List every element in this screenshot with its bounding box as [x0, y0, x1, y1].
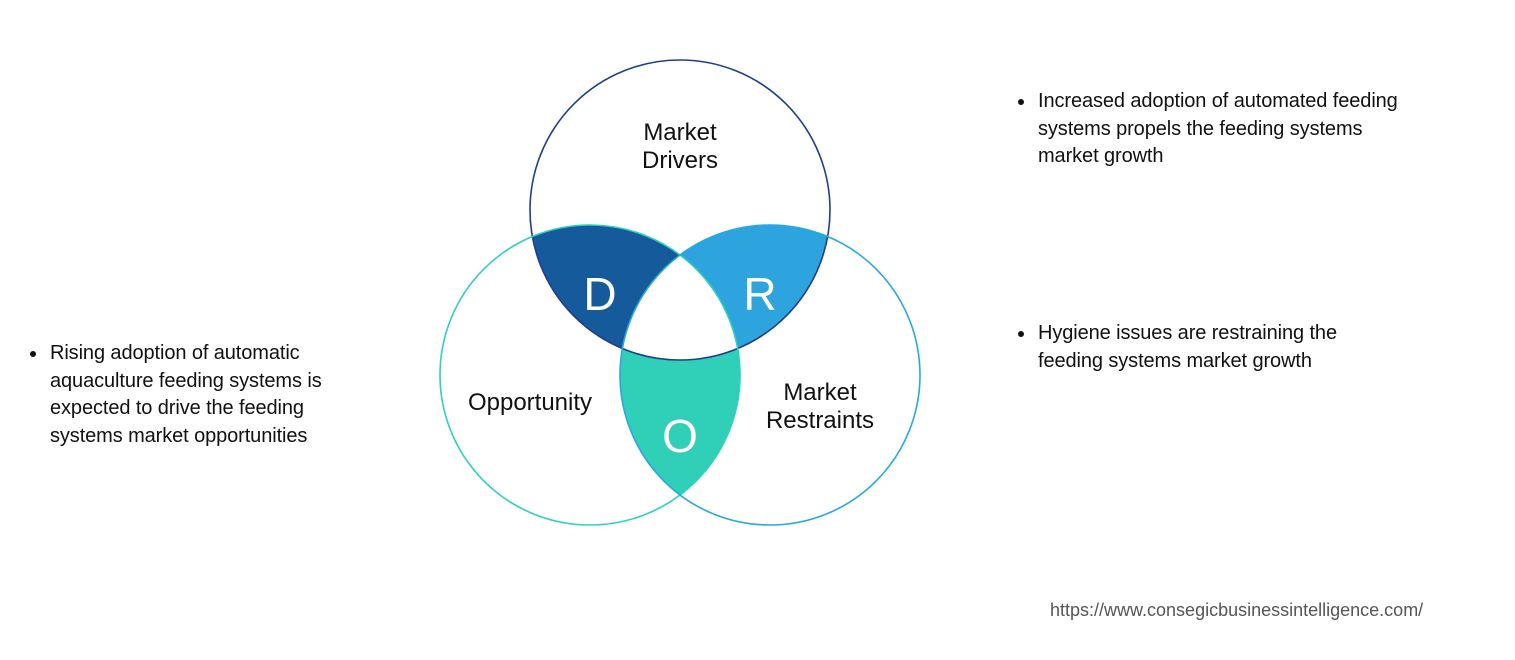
restraints-bullet-text: Hygiene issues are restraining the feedi… [1036, 320, 1398, 375]
venn-label: Drivers [642, 147, 718, 174]
drivers-bullet-text: Increased adoption of automated feeding … [1036, 88, 1398, 171]
restraints-bullet: Hygiene issues are restraining the feedi… [1018, 320, 1398, 375]
venn-letter: O [662, 410, 698, 462]
venn-diagram: MarketDriversOpportunityMarketRestraints… [370, 20, 990, 620]
venn-label: Market [643, 119, 717, 146]
venn-label: Opportunity [468, 389, 592, 416]
venn-label: Restraints [766, 407, 874, 434]
drivers-bullet: Increased adoption of automated feeding … [1018, 88, 1398, 171]
venn-label: Market [783, 379, 857, 406]
venn-letter: D [583, 268, 616, 320]
opportunity-bullet-text: Rising adoption of automatic aquaculture… [48, 340, 340, 450]
venn-letter: R [743, 268, 776, 320]
opportunity-bullet: Rising adoption of automatic aquaculture… [30, 340, 340, 450]
source-url: https://www.consegicbusinessintelligence… [1050, 600, 1423, 621]
diagram-canvas: MarketDriversOpportunityMarketRestraints… [0, 0, 1515, 660]
